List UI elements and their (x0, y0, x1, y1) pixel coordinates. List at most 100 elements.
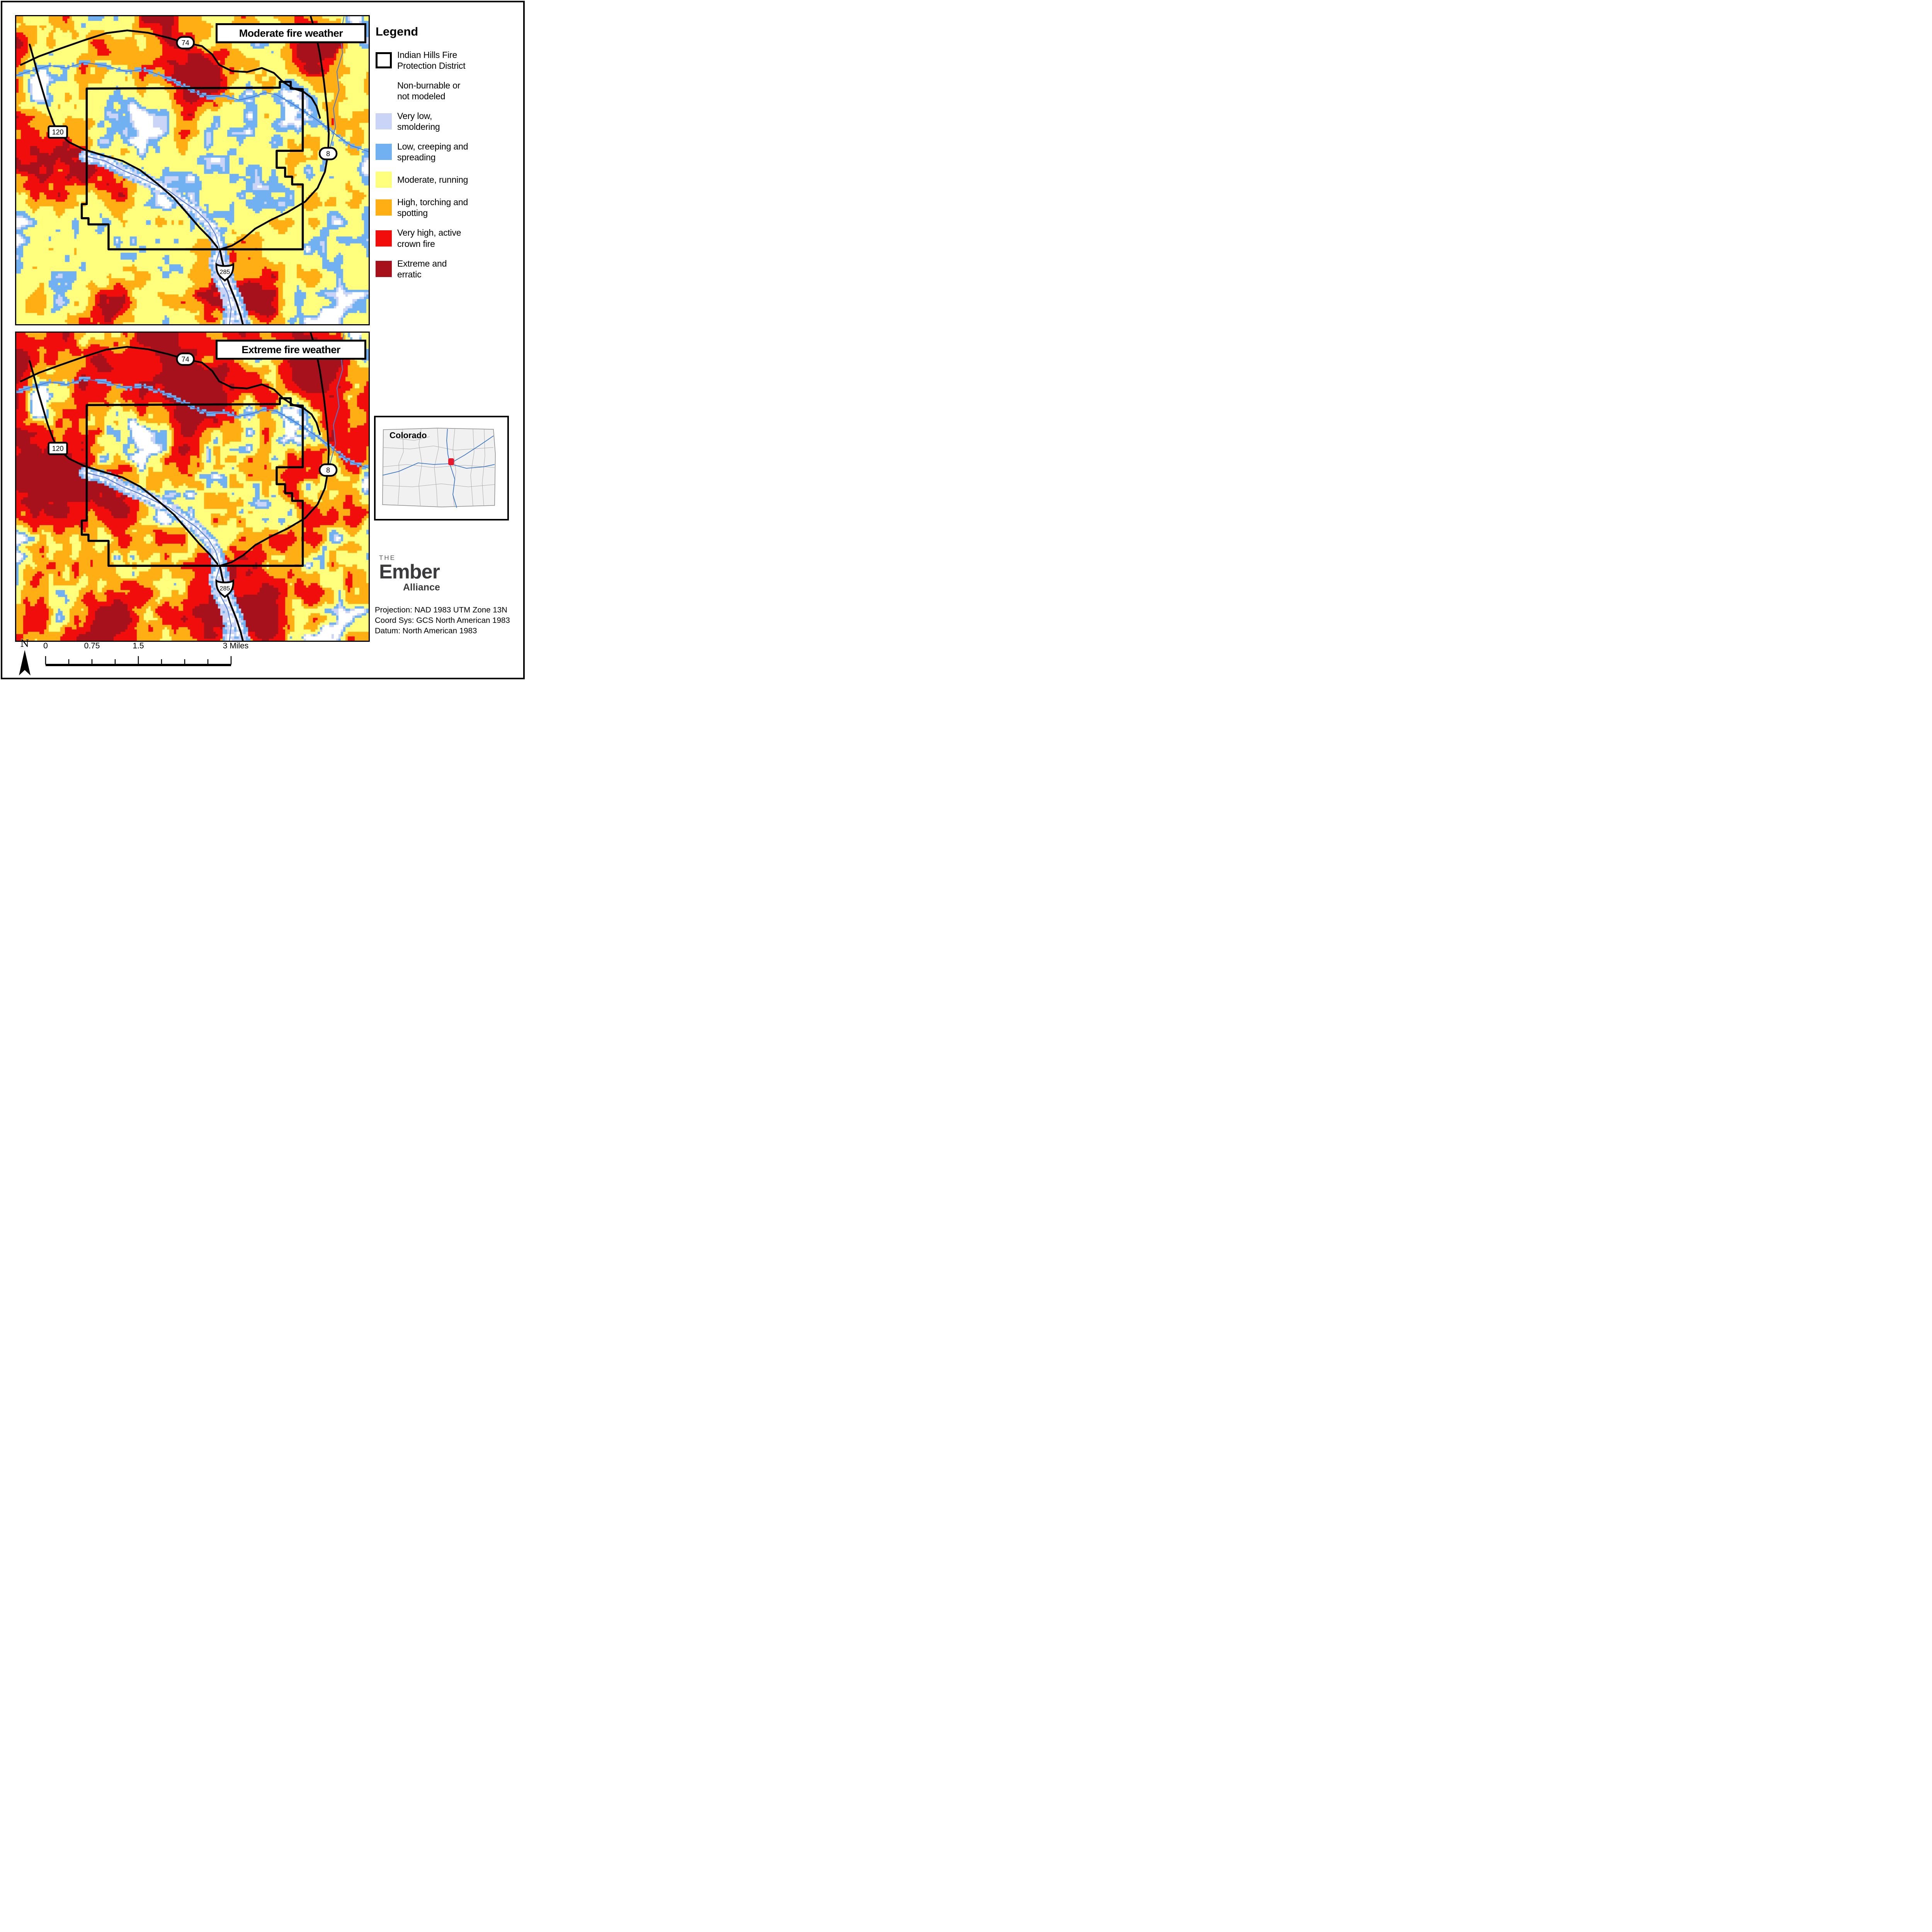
route-shield-shape (176, 36, 195, 49)
route-shield-number: 8 (326, 150, 330, 158)
stream-line-1 (86, 156, 221, 250)
logo-the: THE (379, 554, 396, 561)
map-title-extreme-label: Extreme fire weather (242, 344, 340, 355)
district-outline-swatch (376, 52, 392, 69)
route-shield-number: 8 (326, 466, 330, 474)
stream-line-2 (216, 565, 232, 641)
route-shield-shape (318, 463, 338, 477)
scalebar-label-3mi: 3 Miles (223, 641, 249, 650)
map-overlay-extreme: 74 120 8 285 (16, 333, 369, 641)
rivers-and-highways (382, 429, 495, 508)
legend-item-label: Moderate, running (397, 175, 468, 185)
scalebar-group: N 0 0.75 1.5 3 Miles (15, 638, 263, 677)
logo-ember: Ember (379, 561, 440, 583)
stream-line-1 (86, 472, 221, 566)
scalebar-label-075: 0.75 (84, 641, 100, 650)
district-boundary (80, 397, 304, 567)
scalebar: 0 0.75 1.5 3 Miles (38, 641, 254, 674)
legend: Legend Indian Hills Fire Protection Dist… (376, 25, 519, 289)
legend-item-label: Non-burnable or not modeled (397, 80, 461, 102)
north-arrow: N (19, 638, 31, 675)
high-swatch (376, 199, 392, 216)
stream-line-0 (16, 62, 369, 152)
route-shield-8: 8 (318, 463, 338, 477)
map-title-moderate: Moderate fire weather (216, 23, 366, 43)
legend-title: Legend (376, 25, 418, 38)
scalebar-bar (45, 656, 232, 666)
route-shield-8: 8 (318, 147, 338, 160)
scalebar-label-15: 1.5 (133, 641, 144, 650)
projection-info: Projection: NAD 1983 UTM Zone 13N Coord … (375, 605, 510, 636)
road-line-3 (219, 248, 244, 324)
route-shield-shape (215, 262, 235, 282)
legend-item-veryhigh: Very high, active crown fire (376, 227, 519, 249)
map-panel-moderate: 74 120 8 285 Moderate fire weather (15, 15, 370, 325)
legend-item-nonburnable: Non-burnable or not modeled (376, 80, 519, 102)
low-swatch (376, 144, 392, 160)
map-title-moderate-label: Moderate fire weather (239, 27, 343, 39)
route-shield-number: 120 (52, 445, 64, 452)
route-shield-number: 285 (220, 585, 230, 592)
map-panel-extreme: 74 120 8 285 Extreme fire weather (15, 332, 370, 642)
road-line-1 (219, 333, 330, 567)
legend-item-label: Extreme and erratic (397, 258, 447, 279)
colorado-inset-map: Colorado (374, 416, 509, 520)
legend-item-high: High, torching and spotting (376, 197, 519, 218)
legend-item-verylow: Very low, smoldering (376, 111, 519, 132)
legend-item-extreme: Extreme and erratic (376, 258, 519, 280)
route-shield-shape (215, 579, 235, 599)
map-title-extreme: Extreme fire weather (216, 340, 366, 360)
veryhigh-swatch (376, 230, 392, 247)
route-shield-number: 74 (182, 355, 189, 363)
logo-alliance: Alliance (403, 582, 440, 593)
coord-sys-line: Coord Sys: GCS North American 1983 (375, 616, 510, 625)
route-shield-shape (176, 352, 195, 366)
fire-behavior-raster-moderate (16, 16, 369, 324)
datum-line: Datum: North American 1983 (375, 626, 477, 636)
road-line-0 (20, 346, 321, 435)
route-shield-120: 120 (48, 442, 68, 455)
verylow-swatch (376, 113, 392, 130)
route-shield-74: 74 (176, 36, 195, 49)
legend-item-label: Indian Hills Fire Protection District (397, 50, 466, 71)
road-line-2 (29, 360, 219, 565)
road-line-3 (219, 565, 244, 641)
map-overlay-moderate: 74 120 8 285 (16, 16, 369, 324)
route-shield-shape (318, 147, 338, 160)
county-boundaries (383, 428, 495, 507)
legend-item-label: Very high, active crown fire (397, 228, 461, 249)
legend-item-moderate: Moderate, running (376, 172, 519, 188)
stream-line-2 (216, 249, 232, 324)
colorado-state-shape (382, 428, 496, 507)
route-shield-number: 74 (182, 39, 189, 47)
route-shield-number: 285 (220, 269, 230, 276)
north-arrow-glyph (19, 650, 31, 675)
route-shield-shape (48, 125, 68, 139)
scalebar-label-0: 0 (43, 641, 48, 650)
extreme-swatch (376, 260, 392, 277)
legend-item-label: Low, creeping and spreading (397, 141, 468, 163)
legend-item-label: High, torching and spotting (397, 197, 468, 218)
fire-behavior-raster-extreme (16, 333, 369, 641)
district-boundary (80, 81, 304, 251)
route-shield-number: 120 (52, 128, 64, 136)
legend-item-district: Indian Hills Fire Protection District (376, 49, 519, 71)
road-line-0 (20, 29, 321, 119)
route-shield-74: 74 (176, 352, 195, 366)
stream-line-0 (16, 378, 369, 469)
inset-map-drawing (382, 428, 496, 508)
inset-state-label: Colorado (389, 430, 427, 440)
projection-line: Projection: NAD 1983 UTM Zone 13N (375, 605, 507, 614)
legend-item-label: Very low, smoldering (397, 111, 440, 132)
nonburnable-swatch (376, 83, 392, 99)
legend-item-low: Low, creeping and spreading (376, 141, 519, 163)
route-shield-120: 120 (48, 125, 68, 139)
north-arrow-label: N (20, 638, 29, 650)
road-line-2 (29, 44, 219, 248)
moderate-swatch (376, 172, 392, 188)
road-line-1 (219, 16, 330, 250)
study-area-marker (448, 458, 454, 465)
ember-alliance-logo: THE Ember Alliance (379, 554, 440, 592)
route-shield-shape (48, 442, 68, 455)
route-shield-285: 285 (215, 262, 235, 282)
